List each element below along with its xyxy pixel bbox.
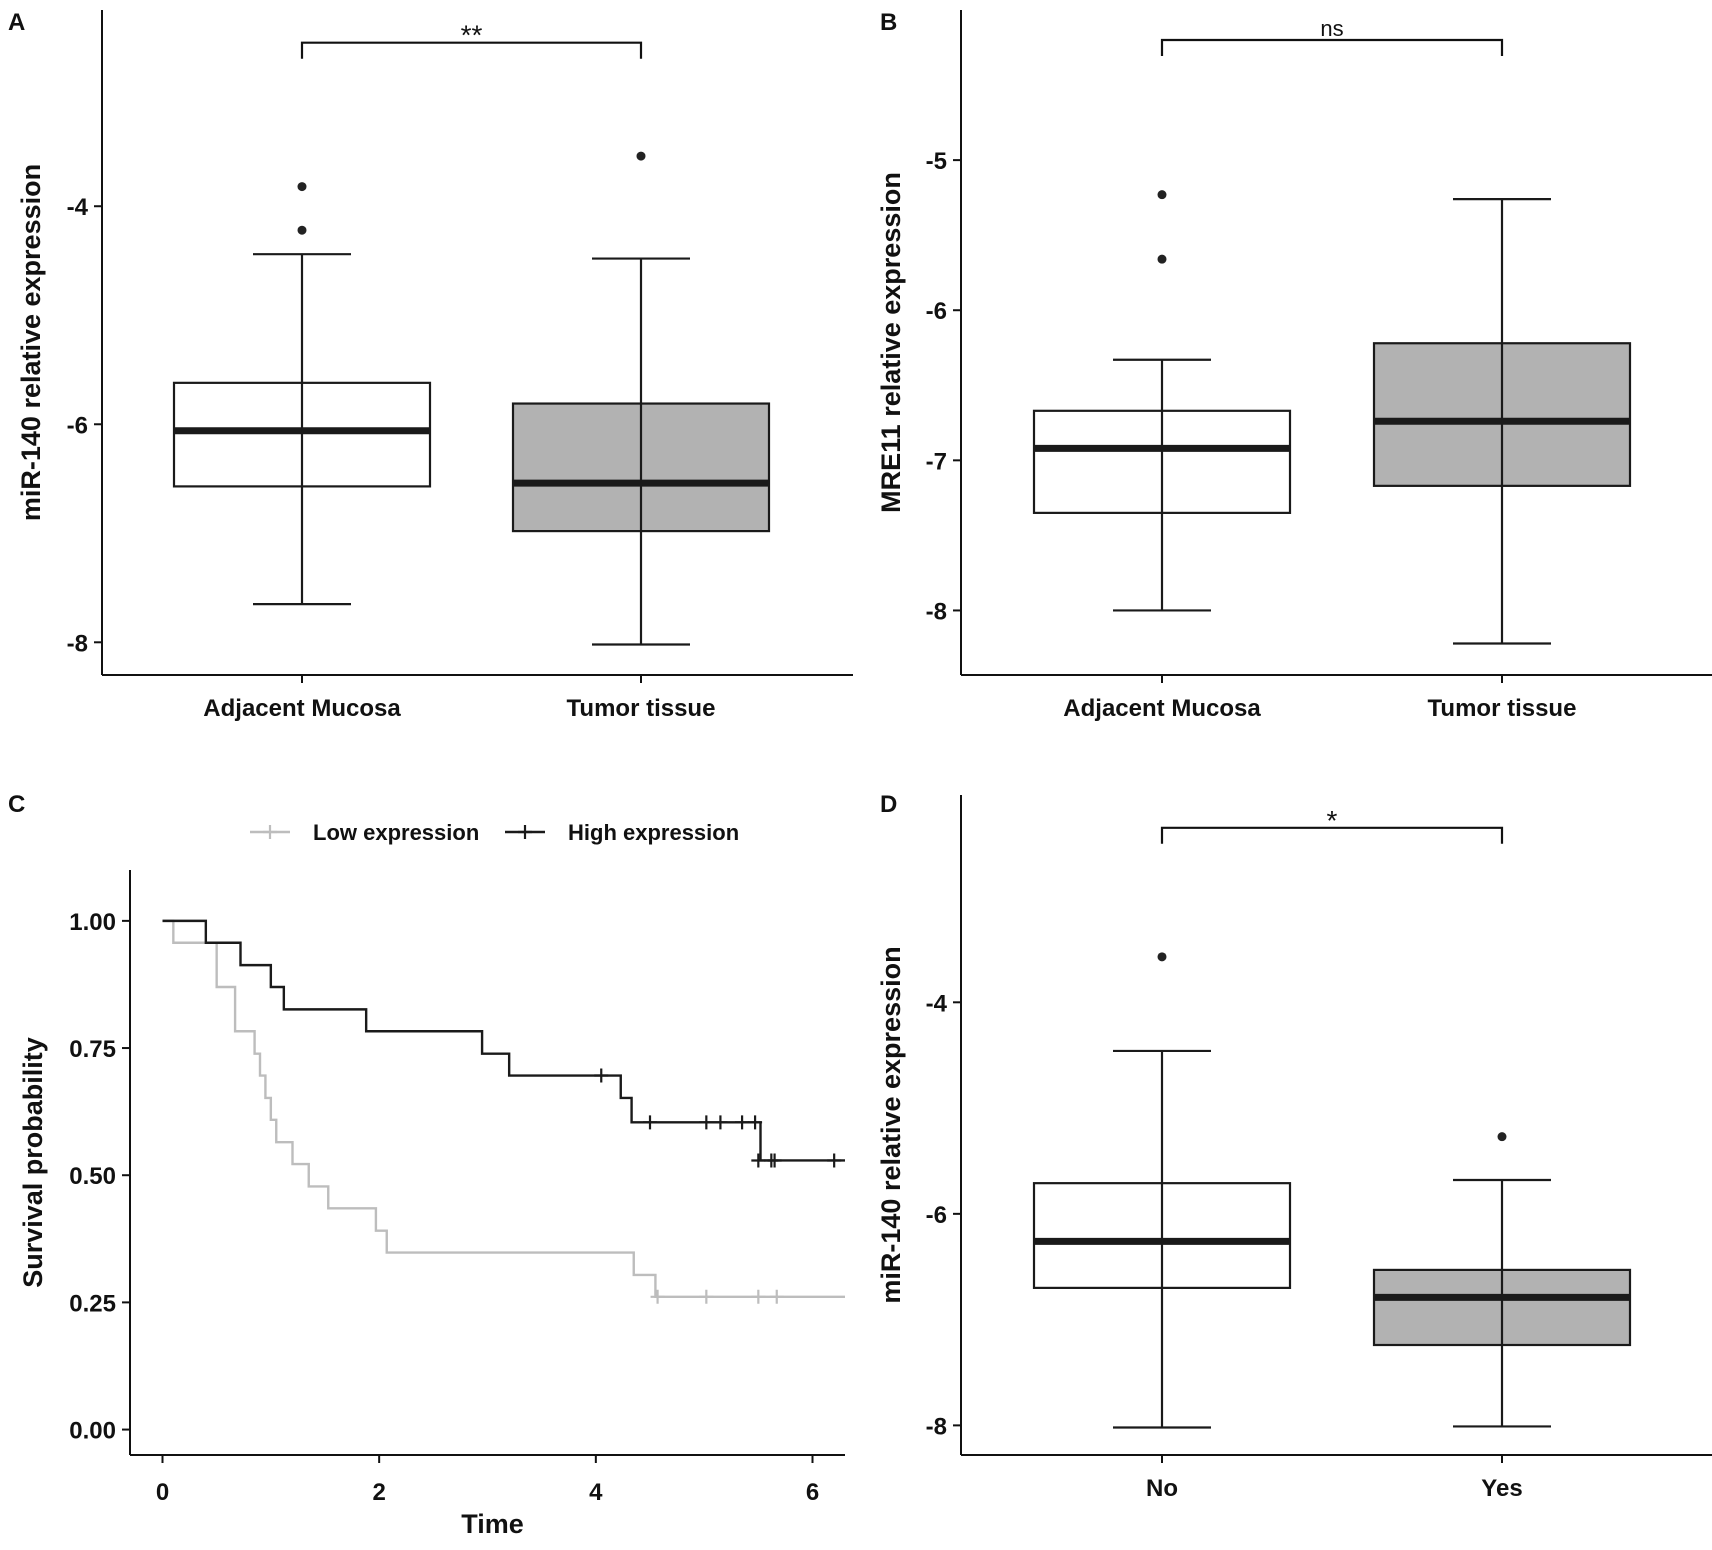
censor-mark — [735, 1115, 750, 1130]
panel-letter: D — [880, 791, 897, 818]
x-tick-label: Tumor tissue — [567, 695, 716, 722]
x-tick-label: 0 — [156, 1479, 169, 1506]
km-curve-low — [162, 919, 845, 1298]
y-tick-label: -7 — [926, 448, 947, 475]
significance-bracket — [300, 41, 643, 59]
censor-mark — [643, 1115, 657, 1130]
outlier-point — [297, 182, 307, 192]
y-axis-title: Survival probability — [18, 1037, 48, 1288]
y-tick-label: -6 — [67, 412, 88, 439]
x-tick-label: 2 — [372, 1479, 385, 1506]
censor-mark — [769, 1289, 784, 1304]
significance-label: ns — [1320, 16, 1343, 41]
panel-d: D -4 -6 -8 miR-140 relative expression No Yes * — [876, 791, 1712, 1502]
outlier-point — [1157, 254, 1167, 264]
outlier-point — [1157, 190, 1167, 200]
panel-c: C 0.00 0.25 0.50 0.75 1.00 0 2 4 6 Survival probab… — [8, 791, 845, 1539]
y-axis-title: MRE11 relative expression — [876, 172, 906, 513]
y-tick-label: 1.00 — [69, 909, 116, 936]
y-tick-label: 0.50 — [69, 1163, 116, 1190]
panel-b: B -5 -6 -7 -8 MRE11 relative expression Adjace… — [876, 9, 1712, 722]
censor-mark — [767, 1153, 782, 1168]
significance-label: * — [1327, 805, 1338, 836]
x-tick-label: Adjacent Mucosa — [1063, 695, 1261, 722]
x-tick-label: 4 — [589, 1479, 603, 1506]
panel-a: A -4 -6 -8 miR-140 relative expression Adjace… — [8, 9, 853, 722]
y-tick-label: -8 — [926, 1413, 947, 1440]
outlier-point — [636, 151, 646, 161]
outlier-point — [1497, 1132, 1507, 1142]
y-tick-label: -4 — [926, 990, 948, 1017]
x-axis-title: Time — [461, 1509, 524, 1539]
x-tick-label: Tumor tissue — [1428, 695, 1577, 722]
y-tick-label: 0.25 — [69, 1290, 116, 1317]
y-tick-label: -6 — [926, 298, 947, 325]
censor-mark — [699, 1115, 714, 1130]
significance-bracket — [1160, 826, 1504, 844]
y-tick-label: 0.75 — [69, 1036, 116, 1063]
censor-mark — [748, 1115, 763, 1130]
significance-bracket — [1160, 38, 1504, 57]
y-axis-title: miR-140 relative expression — [16, 164, 46, 521]
legend-label: High expression — [568, 820, 739, 845]
panel-letter: A — [8, 9, 25, 36]
y-tick-label: -8 — [67, 630, 88, 657]
censor-mark — [827, 1153, 842, 1168]
x-tick-label: No — [1146, 1475, 1178, 1502]
y-tick-label: -5 — [926, 148, 947, 175]
censor-mark — [751, 1289, 766, 1304]
x-tick-label: 6 — [806, 1479, 819, 1506]
y-axis-title: miR-140 relative expression — [876, 946, 906, 1303]
y-tick-label: 0.00 — [69, 1418, 116, 1445]
censor-mark — [699, 1289, 714, 1304]
censor-mark — [594, 1068, 609, 1083]
x-tick-label: Yes — [1481, 1475, 1522, 1502]
y-tick-label: -6 — [926, 1202, 947, 1229]
censor-mark — [650, 1289, 665, 1304]
censor-mark — [713, 1115, 728, 1130]
outlier-point — [1157, 952, 1167, 962]
significance-label: ** — [461, 20, 483, 51]
panel-letter: B — [880, 9, 897, 36]
y-tick-label: -4 — [67, 194, 89, 221]
legend-swatch-cross — [518, 825, 532, 839]
y-tick-label: -8 — [926, 598, 947, 625]
km-curve-high — [162, 919, 845, 1162]
legend-label: Low expression — [313, 820, 479, 845]
x-tick-label: Adjacent Mucosa — [203, 695, 401, 722]
legend-swatch-cross — [263, 825, 277, 839]
censor-mark — [751, 1153, 766, 1168]
panel-letter: C — [8, 791, 25, 818]
outlier-point — [297, 225, 307, 235]
